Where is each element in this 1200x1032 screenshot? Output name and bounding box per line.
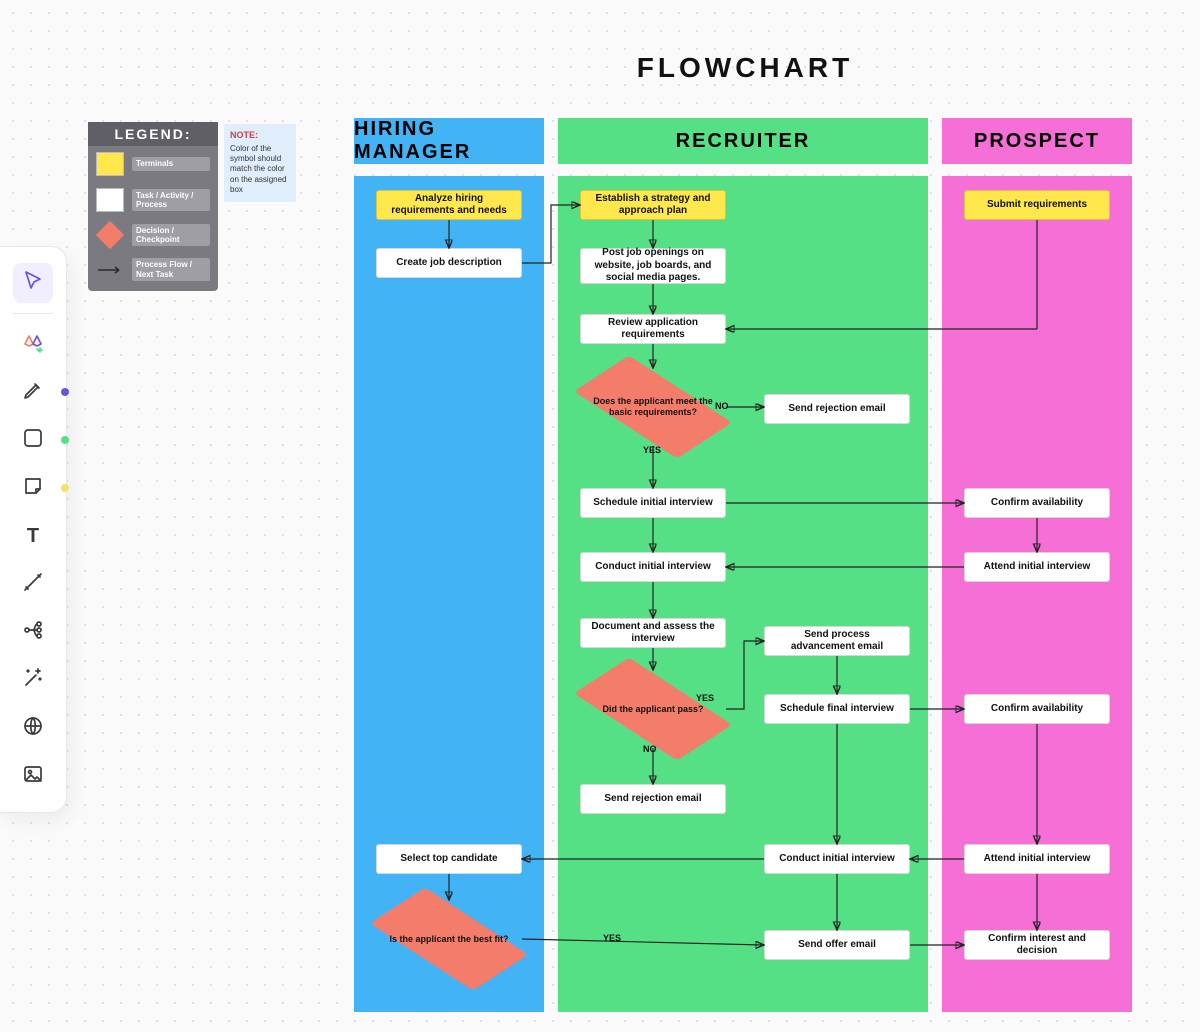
lane-pr[interactable]: Submit requirements Confirm availability A…	[942, 176, 1132, 1012]
flow-node[interactable]: Confirm availability	[964, 488, 1110, 518]
flow-node[interactable]: Confirm interest and decision	[964, 930, 1110, 960]
legend-label: Decision / Checkpoint	[132, 224, 210, 246]
flow-node[interactable]: Is the applicant the best fit?	[376, 900, 522, 978]
flow-node[interactable]: Send offer email	[764, 930, 910, 960]
legend-label: Terminals	[132, 157, 210, 170]
swimlanes: Analyze hiring requirements and needs Cre…	[354, 176, 1132, 1012]
lane-header-pr[interactable]: PROSPECT	[942, 118, 1132, 164]
legend-row: Task / Activity / Process	[88, 182, 218, 218]
legend-row: Process Flow / Next Task	[88, 252, 218, 286]
flow-node[interactable]: Conduct initial interview	[580, 552, 726, 582]
flow-node[interactable]: Confirm availability	[964, 694, 1110, 724]
flow-node[interactable]: Attend initial interview	[964, 844, 1110, 874]
legend-row: Terminals	[88, 146, 218, 182]
flow-node[interactable]: Establish a strategy and approach plan	[580, 190, 726, 220]
canvas-stage[interactable]: FLOWCHART LEGEND: Terminals Task / Activi…	[0, 0, 1200, 1022]
legend-label: Process Flow / Next Task	[132, 258, 210, 280]
edge-label: YES	[603, 933, 621, 943]
lane-hm[interactable]: Analyze hiring requirements and needs Cre…	[354, 176, 544, 1012]
legend-note-title: NOTE:	[230, 130, 290, 142]
flow-node[interactable]: Send rejection email	[580, 784, 726, 814]
edge-label: YES	[643, 445, 661, 455]
legend-swatch	[96, 188, 124, 212]
lane-header-hm[interactable]: HIRING MANAGER	[354, 118, 544, 164]
lane-headers: HIRING MANAGER RECRUITER PROSPECT	[354, 118, 1132, 164]
lane-rc[interactable]: Establish a strategy and approach plan Po…	[558, 176, 928, 1012]
flow-node[interactable]: Did the applicant pass?	[580, 670, 726, 748]
legend-card[interactable]: LEGEND: Terminals Task / Activity / Proce…	[88, 122, 218, 291]
flow-node[interactable]: Select top candidate	[376, 844, 522, 874]
flow-node[interactable]: Create job description	[376, 248, 522, 278]
flow-node[interactable]: Document and assess the interview	[580, 618, 726, 648]
flow-node[interactable]: Schedule final interview	[764, 694, 910, 724]
legend-note-text: Color of the symbol should match the col…	[230, 144, 290, 196]
legend-title: LEGEND:	[88, 122, 218, 146]
page-title: FLOWCHART	[350, 52, 1140, 84]
flow-node[interactable]: Conduct initial interview	[764, 844, 910, 874]
flow-node[interactable]: Submit requirements	[964, 190, 1110, 220]
flow-node[interactable]: Review application requirements	[580, 314, 726, 344]
flow-node[interactable]: Schedule initial interview	[580, 488, 726, 518]
edge-label: YES	[696, 693, 714, 703]
legend-label: Task / Activity / Process	[132, 189, 210, 211]
legend-swatch	[96, 152, 124, 176]
legend-swatch	[96, 225, 124, 245]
edge-label: NO	[715, 401, 729, 411]
flow-node[interactable]: Analyze hiring requirements and needs	[376, 190, 522, 220]
legend-note[interactable]: NOTE: Color of the symbol should match t…	[224, 124, 296, 202]
flow-node[interactable]: Post job openings on website, job boards…	[580, 248, 726, 284]
flow-node[interactable]: Send rejection email	[764, 394, 910, 424]
legend-swatch	[96, 265, 124, 275]
flow-node[interactable]: Send process advancement email	[764, 626, 910, 656]
legend-row: Decision / Checkpoint	[88, 218, 218, 252]
lane-header-rc[interactable]: RECRUITER	[558, 118, 928, 164]
edge-label: NO	[643, 744, 657, 754]
flow-node[interactable]: Does the applicant meet the basic requir…	[580, 368, 726, 446]
flow-node[interactable]: Attend initial interview	[964, 552, 1110, 582]
